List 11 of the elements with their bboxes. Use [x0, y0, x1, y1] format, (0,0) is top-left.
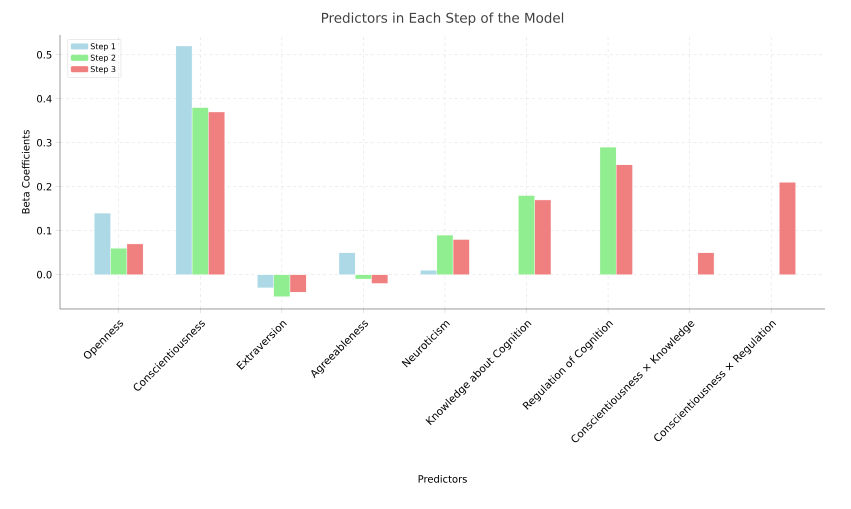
bar: [779, 182, 796, 275]
y-tick-label: 0.0: [37, 270, 52, 278]
chart-title: Predictors in Each Step of the Model: [322, 12, 564, 26]
y-axis-title: Beta Coefficients: [22, 130, 30, 214]
x-axis-title: Predictors: [418, 475, 467, 483]
y-tick-label: 0.1: [37, 226, 52, 234]
y-tick-label: 0.4: [37, 94, 52, 103]
y-tick-label: 0.3: [37, 138, 52, 147]
bar: [698, 252, 714, 275]
y-tick-label: 0.2: [37, 182, 52, 190]
y-tick-label: 0.5: [37, 51, 52, 59]
